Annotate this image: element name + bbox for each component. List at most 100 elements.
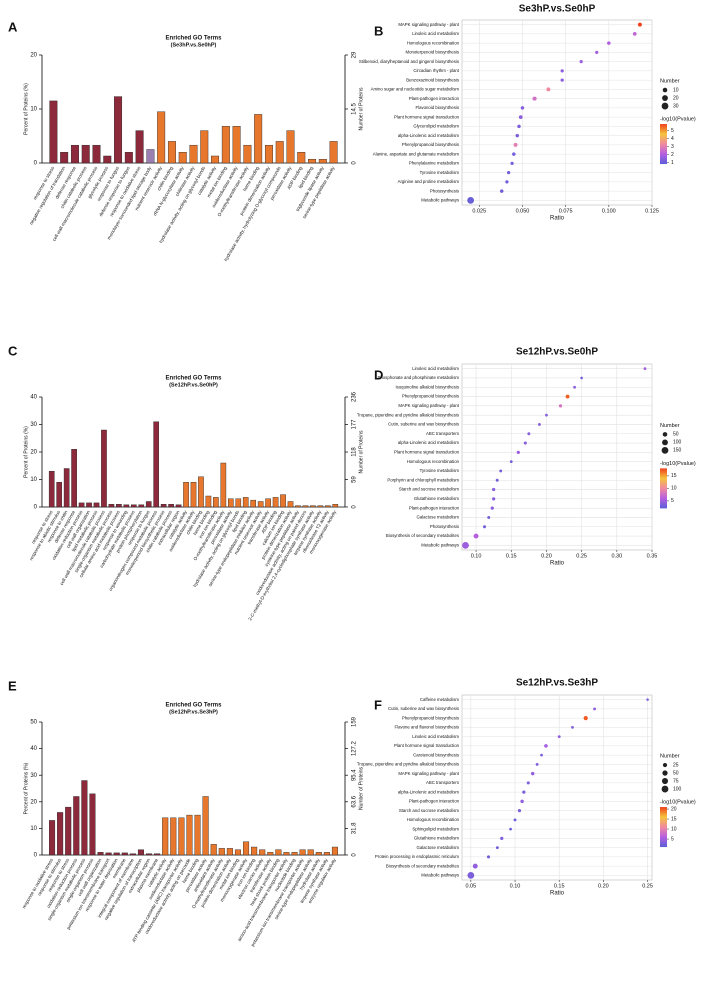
y-tick-label: 0	[34, 853, 38, 859]
panel-letter: B	[374, 23, 383, 38]
y-tick-label: Starch and sucrose metabolism	[399, 808, 460, 813]
bar	[146, 853, 153, 856]
color-tick-label: 3	[671, 144, 674, 150]
size-legend-label: 30	[673, 103, 679, 109]
y-tick-label: alpha-Linolenic acid metabolism	[398, 440, 460, 445]
bar	[124, 151, 133, 164]
y-tick-label: Metabolic pathways	[421, 873, 459, 878]
y-tick-label: Plant hormone signal transduction	[394, 449, 460, 454]
bar	[78, 502, 85, 508]
y-tick-label: Metabolic pathways	[421, 198, 459, 203]
bar	[186, 814, 193, 856]
bar	[168, 504, 174, 508]
y-tick-label: Metabolic pathways	[421, 542, 459, 547]
dot	[607, 41, 611, 45]
dot	[492, 487, 496, 492]
size-legend-dot	[662, 95, 668, 101]
dot	[535, 762, 539, 766]
x-tick-label: 0.10	[471, 553, 482, 559]
y-tick-label: Phenylpropanoid biosynthesis	[402, 394, 459, 399]
dot	[523, 441, 527, 445]
dot	[473, 533, 479, 539]
bar	[242, 497, 249, 508]
chart-title: Enriched GO Terms	[166, 703, 223, 709]
dot	[490, 506, 494, 510]
y-tick-label: 20	[30, 799, 37, 805]
dot	[522, 790, 526, 794]
y-tick-label: ABC transporters	[426, 431, 459, 436]
bar	[200, 130, 209, 164]
y-tick-label: Biosynthesis of secondary metabolites	[386, 533, 459, 538]
bar	[73, 796, 80, 856]
y-tick-label: MAPK signaling pathway - plant	[398, 22, 459, 27]
x-axis-label: Ratio	[550, 891, 565, 897]
y-tick-label: Benzoxazinoid biosynthesis	[406, 77, 459, 82]
chart-title: Enriched GO Terms	[166, 36, 223, 42]
bar	[310, 505, 316, 508]
y-tick-label: MAPK signaling pathway - plant	[398, 771, 459, 776]
bar	[254, 114, 263, 164]
bar	[295, 505, 301, 508]
x-axis-label: Ratio	[550, 561, 565, 567]
dot	[516, 450, 520, 454]
bar	[154, 853, 161, 856]
bar	[60, 151, 69, 164]
bar	[218, 848, 225, 856]
dot	[637, 22, 642, 27]
bar	[160, 504, 167, 508]
bar	[221, 126, 230, 164]
bar	[175, 504, 182, 508]
y2-tick-label: 159	[352, 716, 358, 727]
y-tick-label: Plant hormone signal transduction	[394, 114, 460, 119]
size-legend-dot	[661, 785, 669, 793]
dot	[513, 818, 517, 822]
plot-area	[461, 694, 653, 881]
bar	[257, 501, 264, 508]
dot	[544, 744, 548, 748]
y-tick-label: 40	[30, 746, 37, 752]
y-tick-label: Cutin, suberine and wax biosynthesis	[388, 422, 459, 427]
dot	[560, 78, 564, 82]
bar	[81, 144, 90, 164]
y-tick-label: Phenylpropanoid biosynthesis	[402, 142, 459, 147]
y-tick-label: 10	[30, 107, 37, 113]
dot	[515, 133, 520, 138]
dot	[593, 707, 596, 711]
bar	[291, 852, 298, 856]
x-tick-label: 0.050	[516, 208, 530, 214]
size-legend-dot	[661, 102, 669, 110]
dot	[560, 69, 564, 73]
bar	[280, 494, 286, 508]
y-tick-label: Tropane, piperidine and pyridine alkaloi…	[357, 762, 459, 767]
y2-tick-label: 0	[352, 161, 358, 165]
bar	[153, 421, 160, 508]
bar	[234, 849, 241, 856]
bar	[329, 141, 338, 164]
size-legend-label: 100	[673, 440, 682, 446]
dot	[520, 106, 525, 110]
y-tick-label: Linoleic acid metabolism	[412, 366, 459, 371]
x-tick-label: 0.025	[472, 208, 486, 214]
y2-axis-label: Number of Proteins	[358, 87, 364, 131]
bar	[315, 852, 322, 856]
panel-letter: D	[374, 367, 383, 382]
color-tick-label: 5	[671, 498, 674, 504]
color-tick-label: 10	[671, 486, 677, 492]
bar	[129, 853, 136, 856]
y2-tick-label: 14.5	[352, 103, 358, 115]
dot	[643, 367, 647, 371]
y-tick-label: Plant hormone signal transduction	[394, 743, 460, 748]
bar	[318, 159, 327, 164]
dot	[573, 385, 576, 389]
bar	[183, 482, 189, 508]
size-legend-dot	[662, 87, 668, 93]
bar	[189, 144, 198, 164]
color-tick-label: 1	[671, 160, 674, 166]
y-axis-label: Percent of Proteins (%)	[23, 83, 29, 135]
dot	[467, 196, 475, 204]
bar	[103, 155, 112, 164]
color-legend-title: -log10(Pvalue)	[660, 461, 696, 467]
dot	[472, 863, 478, 869]
y2-axis-label: Number of Proteins	[358, 766, 364, 810]
bar	[162, 817, 169, 856]
